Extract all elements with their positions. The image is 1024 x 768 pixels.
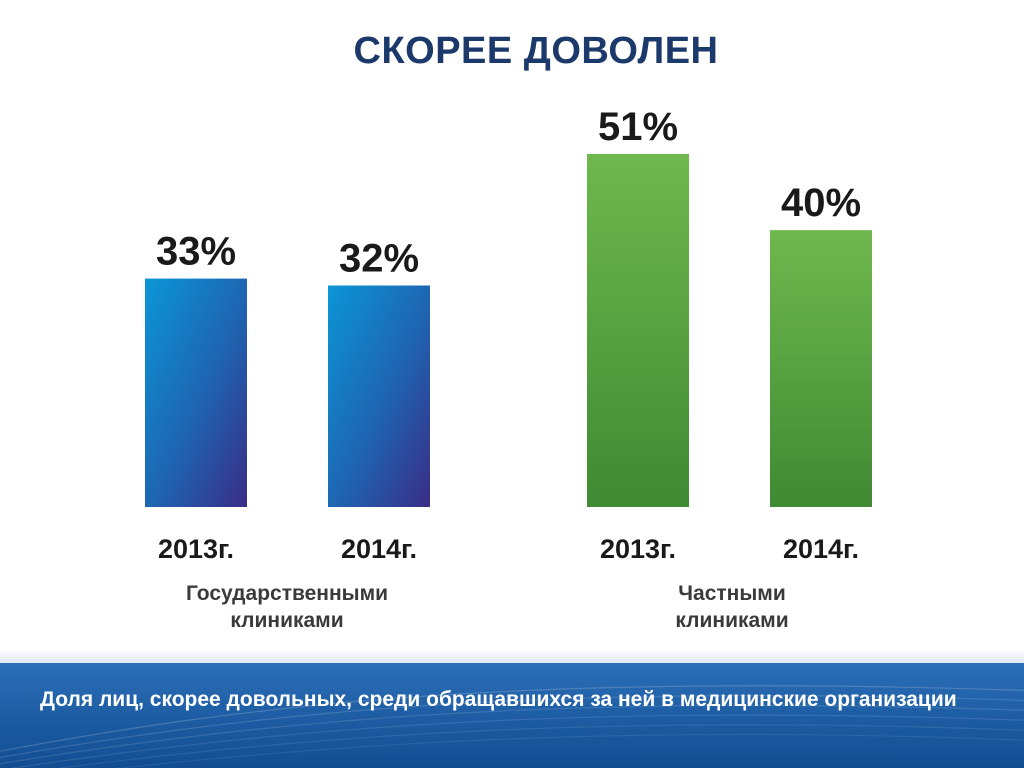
slide-title: СКОРЕЕ ДОВОЛЕН [353,30,719,72]
bar-value-label: 40% [781,181,861,225]
bar-category-label: 2014г. [783,534,859,564]
bar-private-2014 [770,230,872,507]
group-label-line: Частными [678,582,785,605]
bar-chart: 33% 2013г. 32% 2014г. Государственными клиник… [145,105,872,632]
bar-value-label: 33% [156,230,236,274]
group-label-line: клиниками [675,609,788,632]
bar-value-label: 32% [339,237,419,281]
bar-category-label: 2013г. [158,534,234,564]
footer-fade [0,650,1024,666]
bar-category-label: 2014г. [341,534,417,564]
group-label-line: Государственными [186,582,388,605]
bar-public-2014 [328,285,430,507]
footer-wave-decoration [0,685,1024,768]
footer-caption: Доля лиц, скорее довольных, среди обраща… [40,688,957,711]
bar-public-2013 [145,278,247,507]
bar-value-label: 51% [598,105,678,149]
footer-band [0,663,1024,768]
bar-category-label: 2013г. [600,534,676,564]
bar-private-2013 [587,154,689,507]
group-label-line: клиниками [230,609,343,632]
